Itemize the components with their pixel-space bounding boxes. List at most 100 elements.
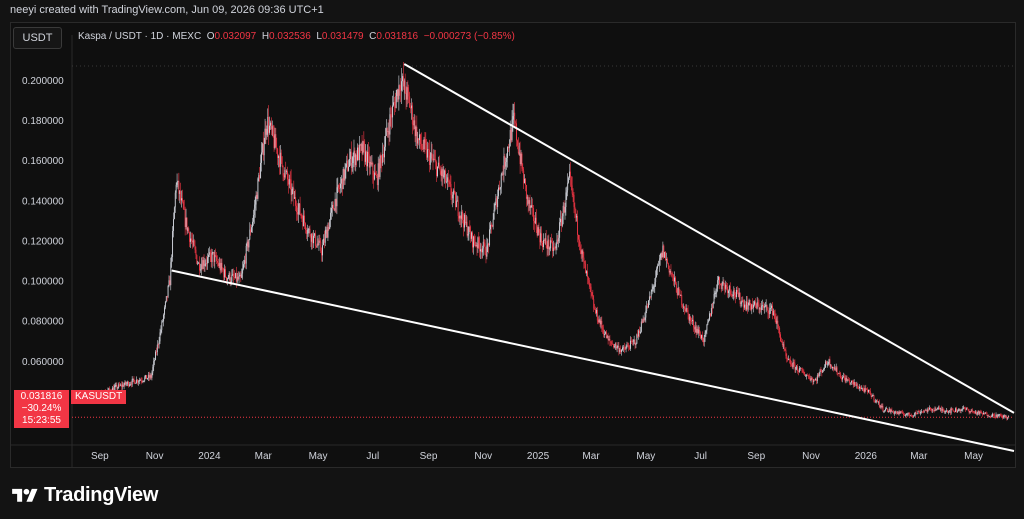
x-tick-label: 2025	[527, 451, 550, 462]
candle-body	[601, 320, 603, 328]
y-tick-label: 0.160000	[22, 156, 64, 167]
candle-body	[931, 409, 933, 411]
candle-body	[422, 148, 424, 150]
candle-body	[899, 411, 901, 414]
candle-body	[409, 96, 411, 108]
candle-body	[586, 271, 588, 274]
candle-body	[893, 411, 895, 414]
candle-body	[634, 340, 636, 345]
candle-body	[891, 409, 893, 412]
candle-body	[648, 296, 650, 301]
candle-body	[866, 388, 868, 390]
candle-body	[835, 367, 837, 371]
candle-body	[763, 305, 764, 308]
candle-body	[754, 301, 755, 305]
candle-body	[609, 339, 611, 342]
candle-body	[715, 292, 717, 294]
candle-body	[243, 260, 245, 265]
candle-body	[842, 376, 844, 378]
candle-body	[407, 87, 409, 91]
candle-body	[832, 366, 834, 369]
candle-body	[199, 269, 201, 271]
candle-body	[211, 252, 213, 263]
x-tick-label: Mar	[910, 451, 928, 462]
candle-body	[495, 198, 497, 204]
candle-body	[539, 232, 541, 243]
candle-body	[275, 134, 277, 148]
candle-body	[215, 255, 217, 256]
candle-body	[321, 250, 323, 256]
candle-body	[148, 374, 150, 378]
candle-body	[351, 162, 353, 168]
candle-body	[604, 334, 605, 335]
candle-body	[398, 85, 400, 100]
candle-body	[563, 205, 565, 213]
candle-body	[395, 96, 397, 108]
candle-body	[217, 261, 218, 263]
candle-body	[658, 259, 660, 265]
candle-body	[551, 240, 552, 242]
candle-body	[208, 252, 210, 255]
candle-body	[375, 172, 376, 176]
candle-body	[617, 345, 619, 347]
candle-body	[166, 296, 168, 297]
candle-body	[906, 413, 908, 415]
candle-body	[442, 169, 444, 178]
candle-body	[678, 287, 680, 290]
chart-panel[interactable]	[10, 22, 1016, 468]
candle-body	[151, 372, 153, 378]
x-tick-label: Sep	[747, 451, 765, 462]
candle-body	[1007, 417, 1009, 419]
candle-body	[352, 157, 354, 163]
candle-body	[282, 165, 284, 176]
candle-body	[706, 324, 708, 331]
candle-body	[966, 408, 968, 410]
candle-body	[192, 240, 194, 243]
candle-body	[613, 344, 614, 348]
candle-body	[818, 373, 820, 377]
candle-body	[578, 234, 579, 240]
candle-body	[940, 408, 942, 411]
candle-body	[576, 216, 578, 218]
candle-body	[163, 314, 165, 322]
candle-body	[932, 409, 934, 411]
candle-body	[453, 190, 455, 195]
candle-body	[962, 408, 964, 410]
candle-body	[364, 145, 366, 162]
candle-body	[232, 273, 234, 275]
candle-body	[353, 150, 355, 158]
candle-body	[657, 265, 658, 269]
candle-body	[229, 273, 231, 283]
candle-body	[389, 114, 391, 135]
candle-body	[871, 396, 873, 398]
candle-body	[443, 175, 445, 178]
candle-body	[427, 149, 429, 158]
candle-body	[559, 222, 561, 238]
candle-body	[478, 237, 480, 244]
candle-body	[653, 286, 655, 288]
candle-body	[467, 234, 469, 236]
candle-body	[842, 377, 843, 380]
candle-body	[826, 363, 828, 365]
candle-body	[868, 389, 870, 392]
candle-body	[366, 151, 368, 167]
candle-body	[849, 379, 851, 384]
currency-button[interactable]: USDT	[13, 27, 62, 49]
candle-body	[330, 212, 332, 220]
candle-body	[173, 207, 175, 219]
candle-body	[220, 262, 222, 271]
candle-body	[155, 351, 156, 360]
candle-body	[948, 410, 950, 412]
candle-body	[649, 296, 651, 298]
candle-body	[998, 414, 1000, 416]
candle-body	[274, 134, 276, 148]
candle-body	[789, 359, 791, 365]
candle-body	[258, 175, 260, 179]
candle-body	[432, 158, 434, 160]
symbol-title[interactable]: Kaspa / USDT · 1D · MEXC	[78, 31, 202, 42]
candle-body	[951, 408, 953, 410]
candle-body	[538, 227, 540, 233]
candle-body	[824, 361, 826, 368]
candle-body	[177, 181, 179, 183]
